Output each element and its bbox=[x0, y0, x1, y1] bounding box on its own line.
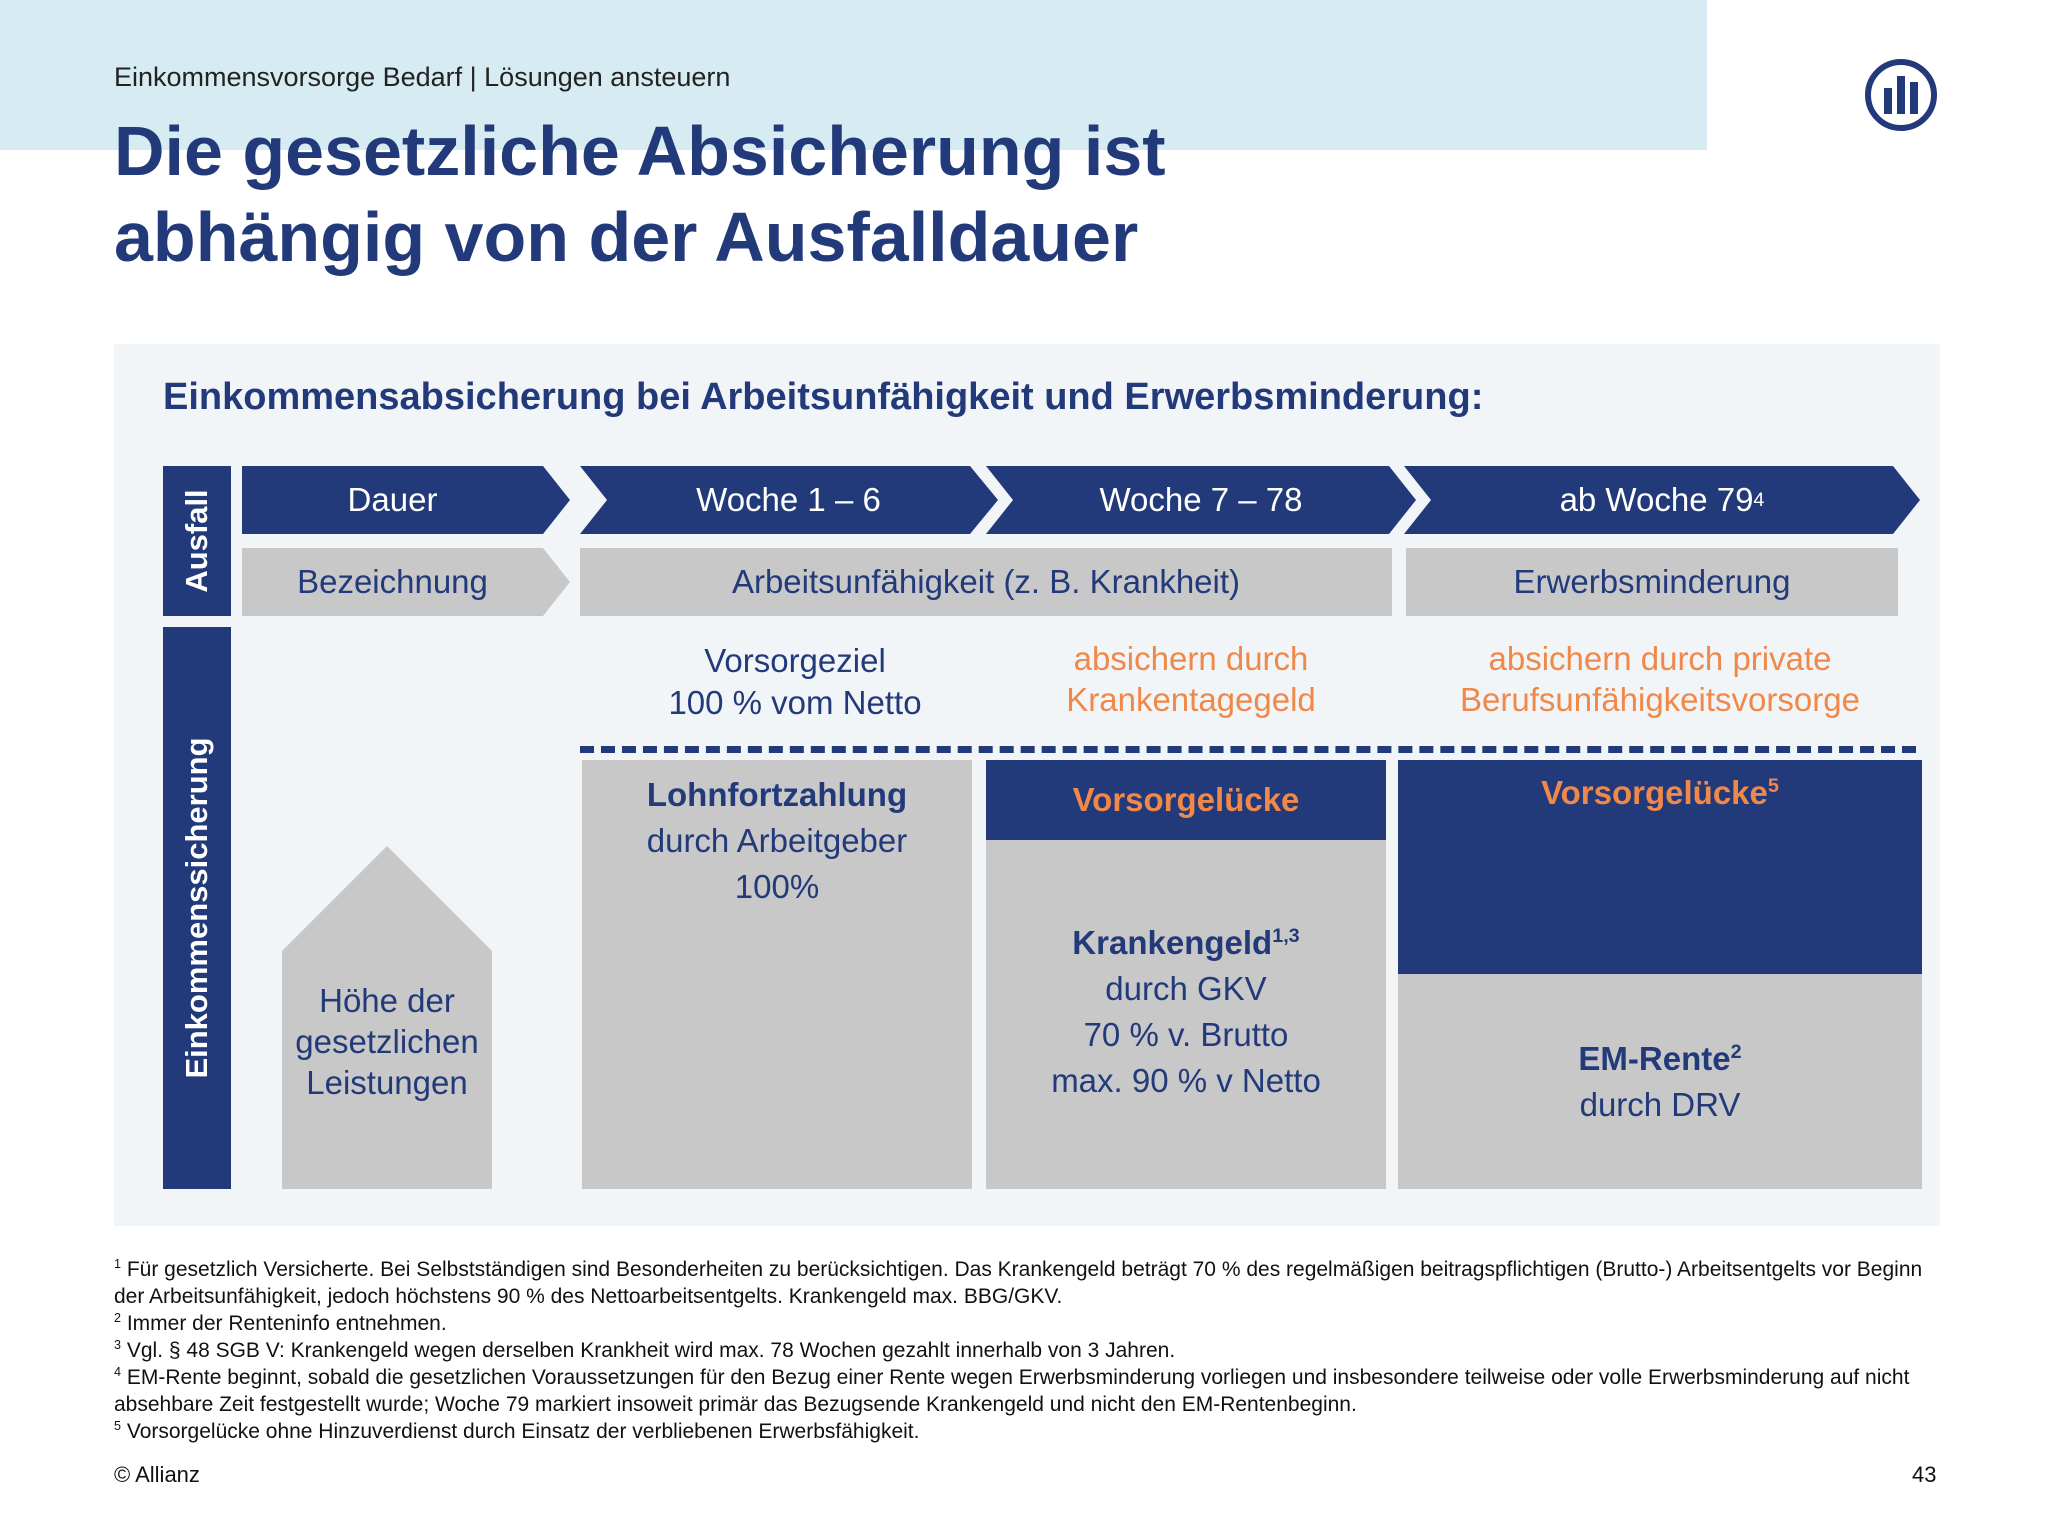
breadcrumb: Einkommensvorsorge Bedarf | Lösungen ans… bbox=[114, 62, 731, 92]
col2-gap-label: Vorsorgelücke bbox=[1072, 781, 1300, 818]
footnote-1-num: 1 bbox=[114, 1257, 122, 1271]
chevron-dauer bbox=[242, 466, 570, 534]
footnote-2-text: Immer der Renteninfo entnehmen. bbox=[121, 1312, 447, 1335]
footnotes: 1 Für gesetzlich Versicherte. Bei Selbst… bbox=[114, 1256, 1944, 1445]
footnote-3-text: Vgl. § 48 SGB V: Krankengeld wegen derse… bbox=[121, 1339, 1176, 1362]
chevron-week-79 bbox=[1404, 466, 1920, 534]
col2-line4: max. 90 % v Netto bbox=[1051, 1062, 1321, 1099]
footnote-2: 2 Immer der Renteninfo entnehmen. bbox=[114, 1310, 1944, 1337]
house-text: Höhe der gesetzlichen Leistungen bbox=[282, 980, 492, 1103]
copyright: © Allianz bbox=[114, 1462, 200, 1487]
footnote-1: 1 Für gesetzlich Versicherte. Bei Selbst… bbox=[114, 1256, 1944, 1310]
col3-title: EM-Rente bbox=[1578, 1040, 1731, 1077]
col2-text: Krankengeld1,3 durch GKV 70 % v. Brutto … bbox=[986, 920, 1386, 1104]
col1-title: Lohnfortzahlung bbox=[646, 776, 908, 813]
header-band bbox=[0, 0, 1707, 150]
col3-gap-sup: 5 bbox=[1767, 775, 1779, 797]
footnote-5-text: Vorsorgelücke ohne Hinzuverdienst durch … bbox=[121, 1420, 920, 1443]
target-dashed-line bbox=[580, 746, 1916, 753]
footnote-4: 4 EM-Rente beginnt, sobald die gesetzlic… bbox=[114, 1364, 1944, 1418]
footnote-3: 3 Vgl. § 48 SGB V: Krankengeld wegen der… bbox=[114, 1337, 1944, 1364]
duration-label: Dauer bbox=[347, 481, 438, 518]
page-title-line2: abhängig von der Ausfalldauer bbox=[114, 198, 1139, 276]
side-bar-ausfall: Ausfall bbox=[163, 466, 231, 616]
col2-gap-box: Vorsorgelücke bbox=[986, 760, 1386, 840]
page-title: Die gesetzliche Absicherung ist abhängig… bbox=[114, 108, 1166, 280]
col1-line3: 100% bbox=[734, 868, 820, 905]
footnote-5: 5 Vorsorgelücke ohne Hinzuverdienst durc… bbox=[114, 1418, 1944, 1445]
footnote-4-num: 4 bbox=[114, 1365, 122, 1379]
duration-phase1: Woche 1 – 6 bbox=[696, 481, 881, 518]
duration-phase3-text: ab Woche 79 bbox=[1559, 481, 1754, 518]
designation-label: Bezeichnung bbox=[297, 563, 488, 600]
allianz-logo-icon bbox=[1865, 59, 1937, 131]
house-shape bbox=[282, 846, 492, 1189]
chevron-week-7-78 bbox=[986, 466, 1416, 534]
house-line2: gesetzlichen bbox=[295, 1023, 479, 1060]
duration-phase2: Woche 7 – 78 bbox=[1099, 481, 1303, 518]
side-bar-einkommenssicherung: Einkommenssicherung bbox=[163, 627, 231, 1189]
col3-gap-box: Vorsorgelücke5 bbox=[1398, 760, 1922, 974]
col3-gap-label: Vorsorgelücke bbox=[1541, 774, 1768, 811]
col3-line2: durch DRV bbox=[1579, 1086, 1741, 1123]
col2-title: Krankengeld bbox=[1072, 924, 1273, 961]
sickpay-insure-text: absichern durch Krankentagegeld bbox=[986, 638, 1396, 720]
house-line3: Leistungen bbox=[306, 1064, 468, 1101]
duration-phase3: ab Woche 79 4 bbox=[1559, 481, 1765, 518]
col2-line3: 70 % v. Brutto bbox=[1083, 1016, 1289, 1053]
col3-text: EM-Rente2 durch DRV bbox=[1398, 1036, 1922, 1128]
col2-line2: durch GKV bbox=[1105, 970, 1267, 1007]
goal-line1: Vorsorgeziel bbox=[704, 642, 886, 679]
designation-incapacity: Arbeitsunfähigkeit (z. B. Krankheit) bbox=[580, 548, 1392, 616]
chevron-week-1-6 bbox=[580, 466, 998, 534]
sickpay-line2: Krankentagegeld bbox=[1066, 681, 1316, 718]
footnote-5-num: 5 bbox=[114, 1419, 122, 1433]
sickpay-line1: absichern durch bbox=[1073, 640, 1309, 677]
footnote-4-text: EM-Rente beginnt, sobald die gesetzliche… bbox=[114, 1366, 1910, 1416]
footnote-3-num: 3 bbox=[114, 1338, 122, 1352]
private-insure-text: absichern durch private Berufsunfähigkei… bbox=[1400, 638, 1920, 720]
col-lohnfortzahlung: Lohnfortzahlung durch Arbeitgeber 100% bbox=[582, 760, 972, 1189]
col1-line2: durch Arbeitgeber bbox=[646, 822, 908, 859]
private-line2: Berufsunfähigkeitsvorsorge bbox=[1460, 681, 1860, 718]
footnote-1-text: Für gesetzlich Versicherte. Bei Selbstst… bbox=[114, 1258, 1923, 1308]
designation-reduced-earning: Erwerbsminderung bbox=[1406, 548, 1898, 616]
chevron-bezeichnung bbox=[242, 548, 570, 616]
page-number: 43 bbox=[1912, 1462, 1937, 1487]
page-title-line1: Die gesetzliche Absicherung ist bbox=[114, 112, 1166, 190]
house-line1: Höhe der bbox=[319, 982, 455, 1019]
private-line1: absichern durch private bbox=[1488, 640, 1832, 677]
goal-text: Vorsorgeziel 100 % vom Netto bbox=[580, 640, 1010, 724]
panel-subtitle: Einkommensabsicherung bei Arbeitsunfähig… bbox=[163, 376, 1484, 418]
goal-line2: 100 % vom Netto bbox=[668, 684, 922, 721]
col3-title-sup: 2 bbox=[1730, 1041, 1742, 1063]
col2-title-sup: 1,3 bbox=[1272, 925, 1300, 947]
footnote-2-num: 2 bbox=[114, 1311, 122, 1325]
